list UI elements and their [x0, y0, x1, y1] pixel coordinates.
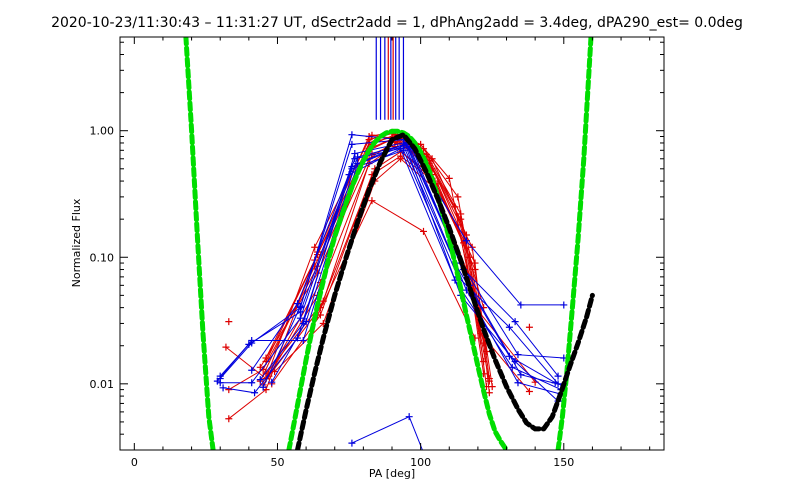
point-blue-4-2	[251, 389, 259, 397]
plot-area	[183, 37, 595, 450]
y-tick-label-1: 0.10	[90, 251, 115, 264]
point-blue-3-3	[299, 336, 307, 344]
point-blue-6-1	[259, 383, 267, 391]
point-red-isolated-1	[225, 318, 233, 326]
x-tick-label-150: 150	[553, 456, 574, 469]
point-red-10-6	[471, 266, 479, 274]
plot-frame	[119, 36, 665, 451]
point-red-1-7	[445, 174, 453, 182]
point-blue-9-2	[294, 300, 302, 308]
point-blue-3-8	[554, 372, 562, 380]
x-tick-label-50: 50	[270, 456, 284, 469]
point-blue-9-4	[399, 142, 407, 150]
point-red-6-3	[368, 131, 376, 139]
point-red-2-1	[222, 343, 230, 351]
point-blue-6-3	[348, 140, 356, 148]
point-blue-8-2	[302, 318, 310, 326]
point-red-isolated-2	[525, 323, 533, 331]
curve-green-main	[286, 128, 509, 450]
point-blue-2-1	[216, 372, 224, 380]
point-blue-low-1	[348, 439, 356, 447]
point-red-1-1	[225, 415, 233, 423]
series-line-blue-low	[351, 416, 423, 450]
point-blue-low-2	[405, 413, 413, 421]
point-blue-9-7	[551, 379, 559, 387]
point-red-13-4	[397, 155, 405, 163]
point-red-13-1	[271, 368, 279, 376]
point-red-11-8	[525, 387, 533, 395]
point-blue-9-6	[505, 352, 513, 360]
x-tick-label-0: 0	[131, 456, 138, 469]
point-blue-5-1	[216, 379, 224, 387]
y-tick-label-0: 0.01	[90, 378, 115, 391]
point-blue-8-1	[268, 378, 276, 386]
curve-black-model	[295, 132, 595, 450]
point-blue-1-4	[348, 131, 356, 139]
point-blue-1-8	[560, 301, 568, 309]
point-blue-7-1	[256, 376, 264, 384]
point-red-low-2	[368, 197, 376, 205]
point-blue-4-7	[505, 323, 513, 331]
point-red-2-7	[454, 193, 462, 201]
point-red-3-1	[225, 386, 233, 394]
point-blue-3-7	[511, 318, 519, 326]
series-line-blue-4	[223, 149, 559, 394]
axis-ticks: 0 50 100 150 0.01 0.10 1.00	[90, 37, 664, 469]
y-axis-label: Normalized Flux	[70, 198, 83, 287]
series-line-blue-5	[220, 148, 562, 391]
point-blue-5-2	[248, 379, 256, 387]
point-blue-5-3	[296, 314, 304, 322]
point-blue-1-7	[517, 301, 525, 309]
point-red-5-1	[256, 363, 264, 371]
point-blue-9-1	[248, 366, 256, 374]
point-red-11-6	[457, 215, 465, 223]
point-blue-1-6	[462, 237, 470, 245]
point-blue-2-7	[514, 351, 522, 359]
curve-green-left	[183, 37, 216, 450]
point-red-10-7	[488, 383, 496, 391]
point-red-7-7	[485, 389, 493, 397]
point-blue-3-2	[248, 336, 256, 344]
point-blue-8-6	[514, 379, 522, 387]
point-red-1-6	[417, 140, 425, 148]
curve-green-right	[555, 37, 594, 450]
x-tick-label-100: 100	[410, 456, 431, 469]
point-blue-9-3	[348, 163, 356, 171]
series-line-blue-3	[216, 142, 559, 382]
point-red-13-7	[485, 377, 493, 385]
point-red-low-3	[419, 227, 427, 235]
chart-title: 2020-10-23/11:30:43 – 11:31:27 UT, dSect…	[51, 15, 743, 31]
x-axis-label: PA [deg]	[369, 467, 415, 480]
y-tick-label-2: 1.00	[90, 125, 115, 138]
point-red-2-3	[311, 243, 319, 251]
point-blue-7-6	[517, 371, 525, 379]
series-line-blue-2	[219, 145, 564, 377]
point-blue-4-1	[219, 384, 227, 392]
point-blue-8-3	[354, 153, 362, 161]
